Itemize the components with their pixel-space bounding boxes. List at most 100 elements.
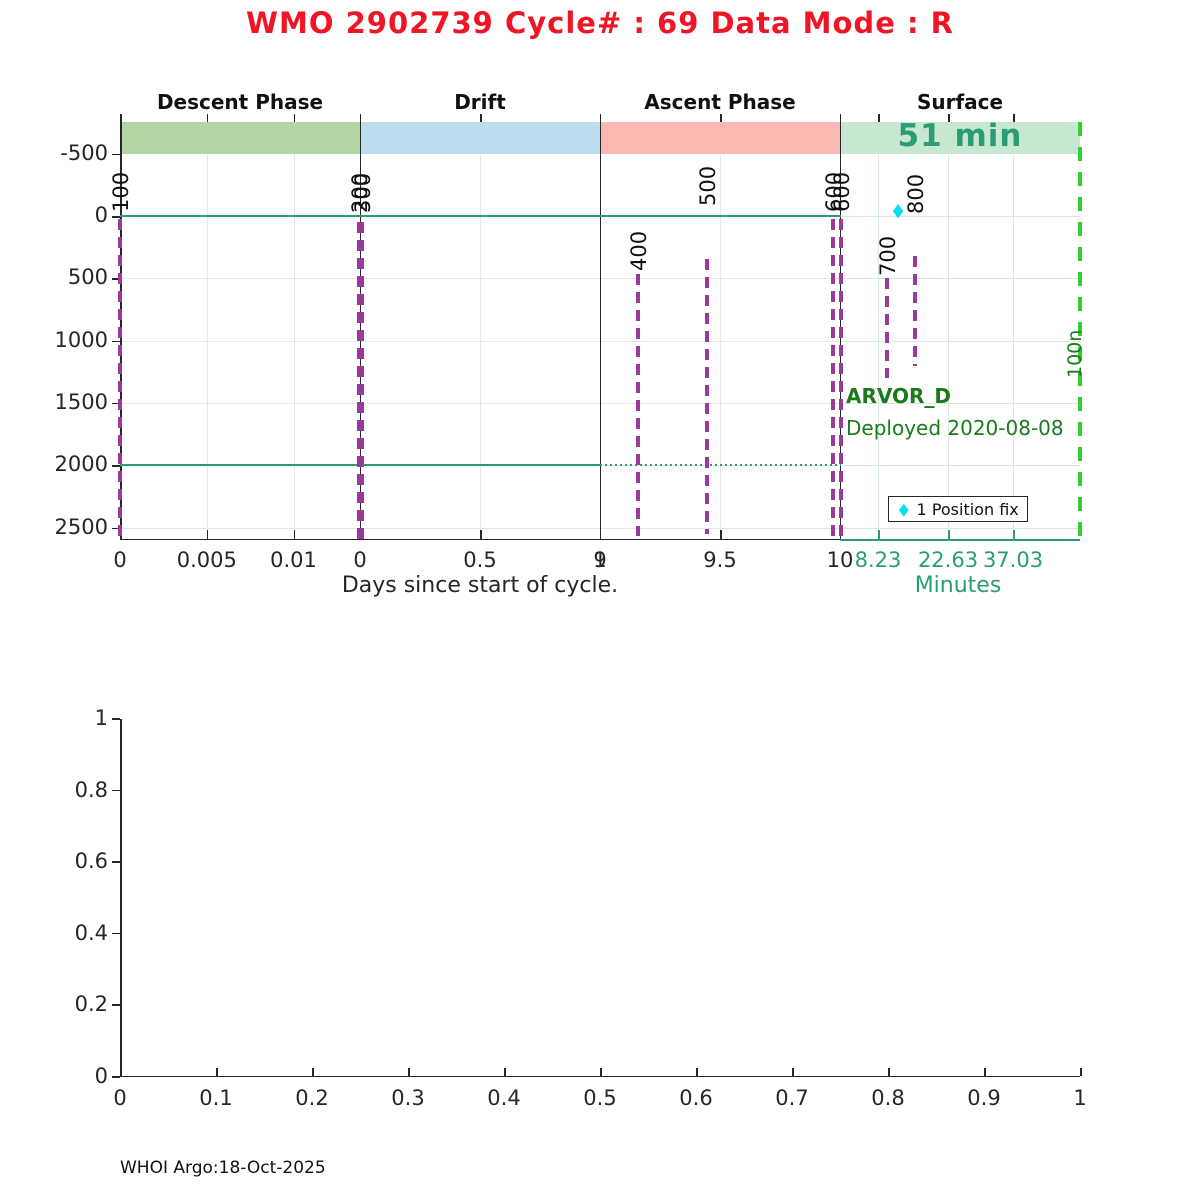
marker-label-100: 100 [109, 171, 133, 212]
y-tick [112, 216, 120, 218]
legend-box: ◆ 1 Position fix [888, 496, 1028, 522]
y-tick [112, 465, 120, 467]
phase-band-ascent-phase [600, 122, 840, 154]
bottom-panel-y-tick [112, 932, 120, 935]
bottom-panel-x-tick [696, 1067, 698, 1076]
x-tick-label-descent: 0 [113, 548, 127, 572]
bottom-panel-x-tick-label: 1 [1073, 1086, 1087, 1110]
top-tick [720, 114, 722, 122]
bottom-panel-y-tick-label: 0.4 [74, 920, 108, 945]
time-gridline-surface [878, 154, 879, 540]
phase-band-surface [840, 122, 1080, 154]
phase-label-drift: Drift [454, 90, 506, 114]
bottom-panel-x-tick-label: 0.2 [295, 1086, 329, 1110]
bottom-panel-y-tick-label: 0 [94, 1064, 108, 1088]
bottom-panel-x-tick-label: 0.9 [967, 1086, 1001, 1110]
bottom-panel-y-tick-label: 0.6 [74, 849, 108, 874]
y-tick-label: 0 [94, 203, 108, 227]
top-tick [948, 114, 950, 122]
x-tick-label-drift: 0 [353, 548, 367, 572]
marker-label-500: 500 [696, 165, 720, 206]
y-tick-label: -500 [60, 140, 108, 165]
bottom-panel-x-tick [312, 1067, 314, 1076]
x-tick-label-ascent: 9.5 [703, 548, 737, 572]
marker-line-600 [831, 219, 835, 540]
marker-label-700: 700 [876, 235, 900, 276]
marker-line-100 [118, 219, 122, 540]
marker-line-700 [885, 278, 889, 378]
marker-label-400: 400 [627, 230, 651, 271]
bottom-tick-surface [948, 530, 950, 539]
bottom-panel-x-tick [792, 1067, 794, 1076]
phase-label-ascent-phase: Ascent Phase [644, 90, 796, 114]
x-tick-label-descent: 0.005 [176, 548, 237, 572]
right-boundary-dashed-line [1077, 122, 1082, 540]
bottom-tick [293, 530, 295, 539]
top-tick [206, 114, 209, 122]
park-depth-line-dotted [600, 464, 841, 467]
marker-line-500 [705, 259, 709, 534]
bottom-tick-surface [878, 530, 880, 539]
deployed-date-label: Deployed 2020-08-08 [846, 416, 1064, 440]
phase-band-drift [360, 122, 600, 154]
bottom-panel-y-tick [112, 1004, 120, 1006]
float-model-label: ARVOR_D [846, 384, 952, 408]
bottom-panel-x-tick-label: 0.3 [391, 1086, 425, 1110]
time-gridline [293, 154, 295, 540]
x-tick-label-ascent: 10 [826, 548, 854, 572]
bottom-panel-x-tick [1080, 1067, 1082, 1076]
figure-title: WMO 2902739 Cycle# : 69 Data Mode : R [246, 6, 954, 40]
bottom-panel-x-tick-label: 0.1 [199, 1086, 233, 1110]
bottom-panel-y-tick-label: 1 [94, 706, 108, 730]
phase-label-descent-phase: Descent Phase [156, 90, 324, 114]
bottom-panel-x-tick [984, 1067, 986, 1076]
marker-label-600: 600 [830, 171, 854, 212]
bottom-tick [480, 530, 482, 539]
y-tick [112, 402, 120, 405]
y-tick [112, 527, 120, 529]
bottom-panel-x-tick [120, 1067, 122, 1076]
depth-gridline-surface [840, 465, 1080, 467]
phase-label-surface: Surface [916, 90, 1004, 114]
bottom-panel-y-tick-label: 0.8 [74, 777, 108, 802]
time-gridline [720, 154, 721, 540]
top-tick [480, 114, 482, 122]
y-tick-label: 1000 [54, 327, 108, 352]
x-tick-label-descent: 0.01 [270, 548, 317, 572]
bottom-panel-x-tick [504, 1067, 506, 1076]
position-fix-marker-icon: ◆ [892, 198, 904, 221]
legend-label: 1 Position fix [916, 499, 1019, 519]
y-tick [112, 153, 120, 156]
marker-line-200 [356, 222, 361, 540]
bottom-panel-y-tick [112, 861, 120, 863]
legend-position-fix-icon: ◆ [898, 499, 909, 519]
y-tick [112, 340, 120, 343]
bottom-panel-x-tick-label: 0.7 [775, 1086, 809, 1110]
marker-label-300: 300 [350, 172, 375, 213]
bottom-panel-x-tick-label: 0.8 [871, 1086, 905, 1110]
bottom-panel-x-tick [408, 1067, 410, 1076]
bottom-panel-x-tick-label: 0 [113, 1086, 127, 1110]
bottom-panel-x-tick [600, 1067, 602, 1076]
top-tick [1013, 114, 1015, 122]
x-tick-label-surface: 22.63 [917, 548, 979, 572]
bottom-tick [206, 530, 209, 539]
surface-depth-line [120, 214, 841, 217]
top-tick [120, 114, 122, 122]
bottom-panel-y-spine [120, 719, 122, 1077]
top-tick [293, 114, 295, 122]
depth-gridline-surface [840, 340, 1080, 342]
bottom-panel-x-spine [120, 1075, 1080, 1077]
surface-duration-label: 51 min [897, 118, 1023, 154]
x-axis-spine-days [120, 538, 840, 540]
marker-line-400 [636, 274, 640, 536]
y-tick-label: 2500 [54, 514, 108, 539]
top-tick [878, 114, 880, 122]
bottom-panel-x-tick-label: 0.5 [583, 1086, 617, 1110]
bottom-panel-y-tick [112, 1076, 120, 1078]
x-tick-label-ascent: 9 [593, 548, 607, 572]
bottom-tick [720, 530, 722, 539]
x-axis-title-minutes: Minutes [914, 573, 1002, 598]
bottom-panel-x-tick [216, 1067, 218, 1076]
